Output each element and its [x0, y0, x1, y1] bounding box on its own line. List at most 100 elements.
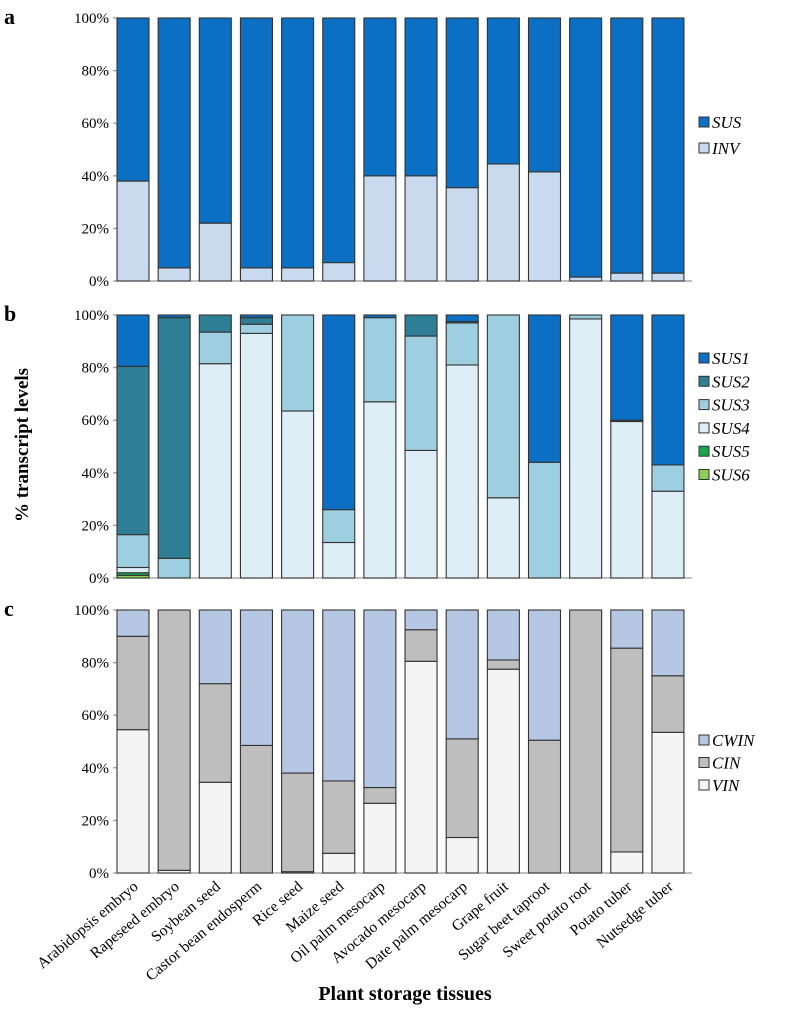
legend-label-sus6: SUS6 [712, 466, 750, 485]
bar-segment-sus4 [281, 410, 315, 579]
bar-segment-sus3 [651, 464, 685, 492]
legend-swatch-sus3 [698, 399, 710, 411]
y-tick-label: 0% [89, 866, 109, 882]
panel-label: c [4, 596, 14, 621]
bar-segment-sus [569, 17, 603, 278]
legend-swatch-sus2 [698, 375, 710, 387]
panel-a: a 0% 20% 40% 60% 80% 100% SUS INV [4, 4, 742, 290]
bar-segment-inv [281, 267, 315, 282]
bar-segment-sus2 [198, 314, 232, 333]
bar-segment-sus2 [157, 317, 191, 559]
bar-segment-sus3 [281, 314, 315, 412]
bar-segment-cin [239, 744, 273, 874]
bar-segment-inv [445, 187, 479, 282]
bar-segment-sus4 [486, 497, 520, 579]
bar-segment-sus4 [239, 332, 273, 579]
bar-segment-cin [445, 738, 479, 839]
y-tick-label: 100% [74, 11, 109, 27]
bar-segment-cin [281, 772, 315, 873]
panel-label: b [4, 301, 16, 326]
bar-segment-cwin [198, 609, 232, 685]
bar-segment-cwin [527, 609, 562, 741]
legend-label-sus3: SUS3 [712, 396, 750, 415]
bar-segment-cin [651, 675, 685, 733]
legend-label-inv: INV [711, 139, 742, 158]
bar-segment-vin [198, 781, 232, 874]
bar-segment-sus3 [527, 461, 562, 579]
bar-segment-cwin [363, 609, 397, 789]
bar-segment-inv [198, 222, 232, 282]
bar-segment-sus3 [198, 331, 232, 365]
legend-label-cin: CIN [712, 754, 742, 773]
bar-segment-cin [527, 739, 562, 874]
bar-segment-cwin [651, 609, 685, 677]
bar-segment-cin [322, 780, 356, 854]
bar-segment-vin [651, 731, 685, 874]
bar-segment-sus1 [527, 314, 562, 463]
bar-segment-sus [486, 17, 520, 165]
bar-segment-sus [157, 17, 191, 269]
bar-segment-inv [651, 272, 685, 282]
bar-segment-sus3 [569, 314, 603, 320]
bar-segment-vin [486, 668, 520, 874]
y-tick-label: 80% [82, 656, 110, 672]
bar-segment-cwin [486, 609, 520, 661]
x-axis-title: Plant storage tissues [318, 983, 492, 1005]
bar-segment-sus4 [651, 490, 685, 579]
bar-segment-cwin [404, 609, 438, 631]
bar-segment-sus [527, 17, 562, 173]
legend-label-sus: SUS [712, 113, 742, 132]
bar-segment-sus1 [322, 314, 356, 511]
bar-segment-cwin [116, 609, 150, 637]
y-tick-label: 80% [82, 361, 110, 377]
bar-segment-inv [486, 163, 520, 282]
bar-segment-sus4 [116, 566, 150, 574]
bar-segment-sus4 [445, 364, 479, 579]
bar-segment-sus [239, 17, 273, 269]
bar-segment-sus1 [445, 314, 479, 323]
legend-swatch-cwin [698, 734, 710, 746]
bar-segment-sus [116, 17, 150, 182]
bar-segment-sus1 [610, 314, 644, 421]
bar-segment-cwin [239, 609, 273, 746]
bar-segment-inv [569, 276, 603, 282]
bar-segment-cwin [610, 609, 644, 649]
y-tick-label: 40% [82, 466, 110, 482]
legend-swatch-cin [698, 757, 710, 768]
y-tick-label: 80% [82, 64, 110, 80]
bar-segment-inv [610, 272, 644, 282]
y-tick-label: 20% [82, 221, 110, 237]
bar-segment-sus4 [610, 420, 644, 579]
bar-segment-cin [116, 635, 150, 731]
bar-segment-sus1 [651, 314, 685, 466]
bar-segment-cin [569, 609, 603, 874]
bar-segment-inv [404, 175, 438, 282]
bar-segment-vin [445, 836, 479, 874]
y-tick-label: 40% [82, 761, 110, 777]
y-tick-label: 0% [89, 274, 109, 290]
bar-segment-inv [116, 180, 150, 282]
bar-segment-cwin [281, 609, 315, 774]
legend-label-sus2: SUS2 [712, 372, 750, 391]
bar-segment-inv [157, 267, 191, 282]
legend-swatch-sus [698, 116, 710, 128]
bar-segment-vin [322, 852, 356, 874]
bar-segment-cwin [445, 609, 479, 740]
bar-segment-vin [610, 851, 644, 874]
bar-segment-sus4 [363, 401, 397, 579]
bar-segment-sus [363, 17, 397, 177]
legend-swatch-sus5 [698, 445, 710, 457]
bar-segment-vin [116, 729, 150, 874]
panel-label: a [4, 4, 15, 29]
bar-segment-vin [404, 660, 438, 874]
y-tick-label: 0% [89, 571, 109, 587]
bar-segment-sus [610, 17, 644, 274]
bar-segment-cin [404, 629, 438, 662]
legend-swatch-sus1 [698, 352, 710, 364]
bar-segment-sus3 [322, 509, 356, 544]
bar-segment-cin [486, 659, 520, 670]
y-tick-label: 60% [82, 116, 110, 132]
bar-segment-sus3 [445, 322, 479, 366]
bar-segment-sus3 [486, 314, 520, 499]
bar-segment-sus [651, 17, 685, 274]
